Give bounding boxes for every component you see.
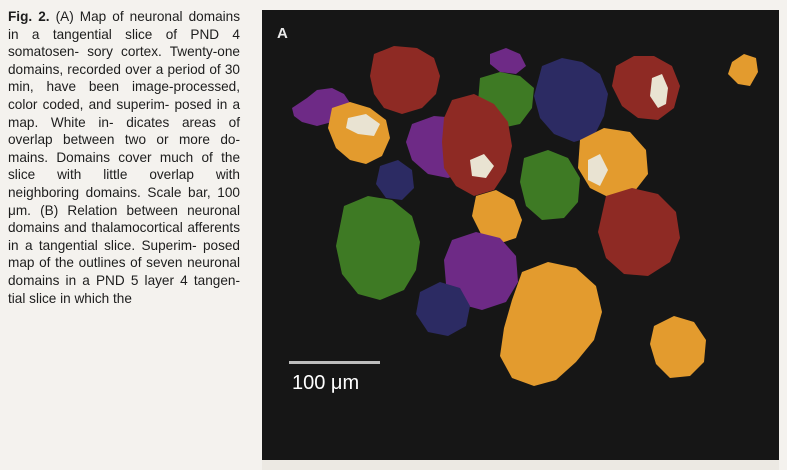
figure-bottom-border	[262, 460, 779, 470]
domain-map-figure: A 100 μm	[262, 10, 779, 460]
caption-line: domains. Scale bar, 100	[85, 184, 240, 200]
caption-line: μm. (B) Relation between	[8, 202, 178, 218]
domain-purple	[444, 232, 518, 310]
caption-line: mains. Domains cover	[8, 149, 152, 165]
caption-line: of seven neuronal domains	[8, 255, 240, 288]
scale-bar	[289, 361, 380, 364]
domain-navy	[534, 58, 608, 142]
domain-red	[612, 56, 680, 120]
caption-line: between two or more do-	[63, 132, 240, 148]
domain-green	[336, 196, 420, 300]
figure-number: Fig. 2.	[8, 9, 50, 24]
domain-orange	[472, 190, 522, 244]
panel-label: A	[277, 25, 288, 42]
domain-green	[520, 150, 580, 220]
domain-orange	[500, 262, 602, 386]
caption-line: dicates areas of overlap	[8, 114, 240, 148]
overlap-white	[650, 74, 668, 108]
domain-navy	[416, 282, 470, 336]
caption-line: sory cortex. Twenty-one	[87, 44, 240, 60]
caption-line: been image-processed,	[88, 79, 241, 95]
overlap-white	[470, 154, 494, 178]
overlap-white	[346, 114, 380, 136]
caption-line: posed map of the outlines	[8, 237, 240, 271]
domain-purple	[490, 48, 526, 74]
caption-line: slice of PND 4 somatosen-	[8, 26, 240, 60]
scale-bar-label: 100 μm	[292, 372, 360, 394]
caption-line: much of the slice with little	[8, 149, 241, 183]
domain-orange	[728, 54, 758, 86]
caption-line: in a PND 5 layer 4 tangen-	[65, 272, 240, 288]
caption-line: neuronal domains and	[8, 202, 240, 236]
domain-orange	[650, 316, 706, 378]
domain-red	[370, 46, 440, 114]
caption-line: overlap with neighboring	[8, 167, 240, 200]
caption-line: period of 30 min, have	[8, 61, 240, 95]
overlap-white	[588, 154, 608, 186]
figure-caption: Fig. 2. (A) Map of neuronal domains in a…	[8, 8, 240, 307]
caption-line: a tangential slice. Superim-	[24, 237, 197, 253]
caption-line: tial slice in which the	[8, 290, 132, 306]
domain-red	[442, 94, 512, 196]
caption-line: color coded, and superim-	[8, 96, 170, 112]
domain-map-image	[292, 46, 758, 386]
caption-line: domains, recorded over a	[8, 61, 164, 77]
domain-red	[598, 188, 680, 276]
caption-line: domains in a tangential	[8, 9, 241, 42]
caption-line: posed in a map. White in-	[8, 96, 241, 130]
caption-line: thalamocortical afferents in	[8, 220, 240, 253]
domain-navy	[376, 160, 414, 200]
caption-line: (A) Map of neuronal	[55, 9, 183, 24]
